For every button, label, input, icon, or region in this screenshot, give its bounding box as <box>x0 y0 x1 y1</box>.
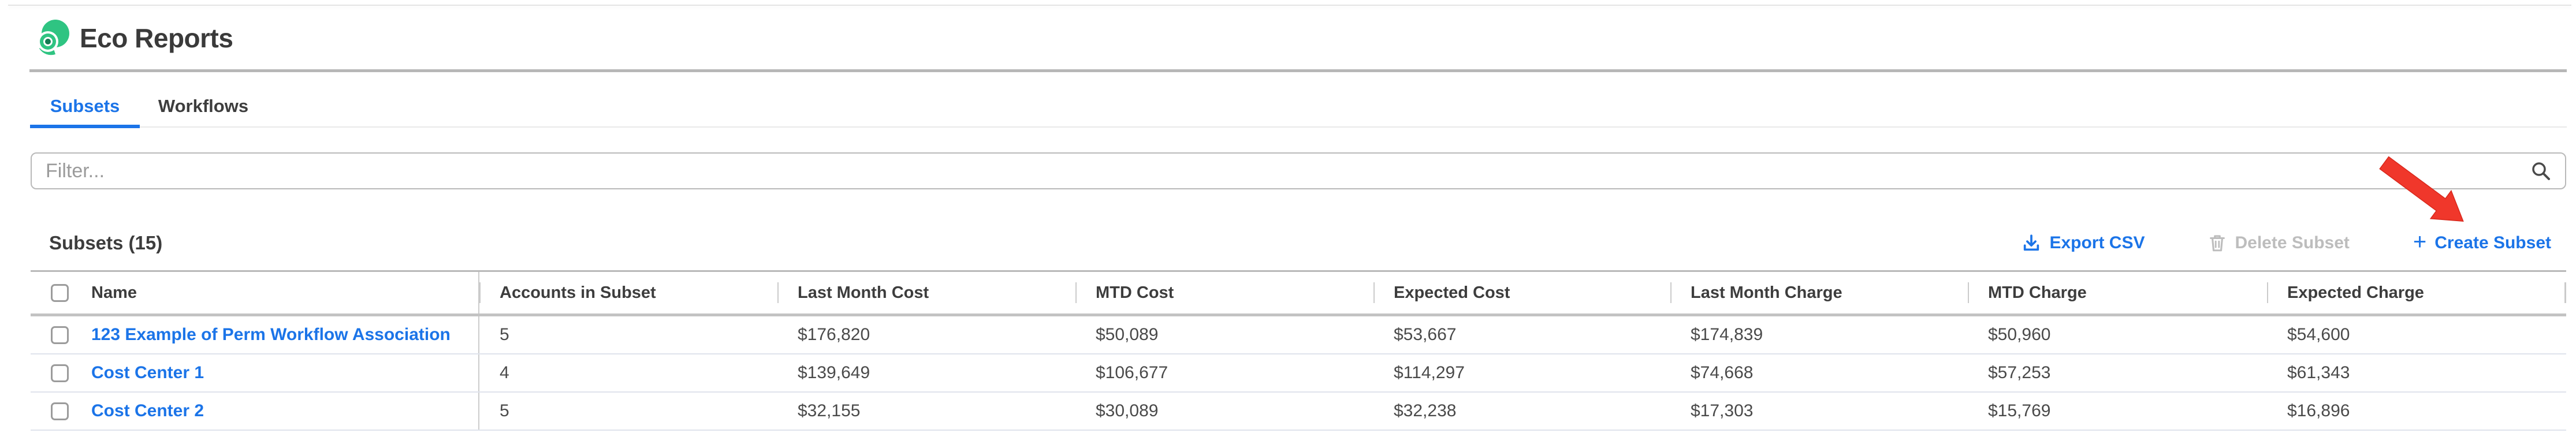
column-header-expected-charge: Expected Charge <box>2267 272 2566 313</box>
expected-charge-cell: $54,600 <box>2267 325 2566 345</box>
search-icon[interactable] <box>2530 160 2551 181</box>
page-title: Eco Reports <box>80 23 233 54</box>
row-checkbox[interactable] <box>51 402 69 420</box>
column-header-accounts: Accounts in Subset <box>479 272 777 313</box>
accounts-cell: 5 <box>479 325 777 345</box>
table-row: Cost Center 1 4 $139,649 $106,677 $114,2… <box>31 354 2566 393</box>
expected-charge-cell: $16,896 <box>2267 401 2566 421</box>
create-subset-label: Create Subset <box>2434 233 2551 253</box>
tab-bar: Subsets Workflows <box>30 88 267 128</box>
row-checkbox[interactable] <box>51 364 69 382</box>
last-month-cost-cell: $176,820 <box>777 325 1075 345</box>
tab-bar-underline <box>30 126 2567 128</box>
table-row: Cost Center 2 5 $32,155 $30,089 $32,238 … <box>31 393 2566 431</box>
expected-cost-cell: $32,238 <box>1373 401 1670 421</box>
tab-workflows[interactable]: Workflows <box>140 88 267 125</box>
page-top-border <box>8 5 2571 6</box>
last-month-charge-cell: $74,668 <box>1670 363 1968 383</box>
table-header-row: Name Accounts in Subset Last Month Cost … <box>31 270 2566 316</box>
filter-bar <box>31 152 2566 189</box>
row-checkbox[interactable] <box>51 326 69 344</box>
row-checkbox-cell <box>31 393 84 430</box>
column-header-expected-cost: Expected Cost <box>1373 272 1670 313</box>
delete-subset-button[interactable]: Delete Subset <box>2208 233 2349 253</box>
column-header-last-month-cost: Last Month Cost <box>777 272 1075 313</box>
download-icon <box>2022 233 2041 253</box>
column-header-name: Name <box>84 272 479 313</box>
last-month-charge-cell: $174,839 <box>1670 325 1968 345</box>
export-csv-label: Export CSV <box>2049 233 2145 253</box>
header-divider <box>29 69 2567 72</box>
toolbar-actions: Export CSV Delete Subset + Create Subset <box>1958 233 2551 253</box>
densify-logo-icon <box>33 18 69 58</box>
app-header: Eco Reports <box>33 17 233 59</box>
subset-name-cell: Cost Center 1 <box>84 354 479 391</box>
eco-reports-page: Eco Reports Subsets Workflows Subsets (1… <box>0 0 2576 448</box>
column-header-last-month-charge: Last Month Charge <box>1670 272 1968 313</box>
subset-name-link[interactable]: Cost Center 2 <box>91 401 204 421</box>
header-checkbox-cell <box>31 272 84 313</box>
mtd-cost-cell: $30,089 <box>1075 401 1373 421</box>
last-month-charge-cell: $17,303 <box>1670 401 1968 421</box>
expected-cost-cell: $114,297 <box>1373 363 1670 383</box>
last-month-cost-cell: $139,649 <box>777 363 1075 383</box>
subsets-table: Name Accounts in Subset Last Month Cost … <box>31 270 2566 431</box>
delete-subset-label: Delete Subset <box>2235 233 2349 253</box>
table-row: 123 Example of Perm Workflow Association… <box>31 316 2566 354</box>
mtd-charge-cell: $15,769 <box>1968 401 2267 421</box>
select-all-checkbox[interactable] <box>51 284 69 302</box>
export-csv-button[interactable]: Export CSV <box>2022 233 2145 253</box>
row-checkbox-cell <box>31 354 84 391</box>
mtd-cost-cell: $50,089 <box>1075 325 1373 345</box>
plus-icon: + <box>2413 233 2426 251</box>
column-header-mtd-cost: MTD Cost <box>1075 272 1373 313</box>
row-checkbox-cell <box>31 316 84 353</box>
expected-charge-cell: $61,343 <box>2267 363 2566 383</box>
mtd-charge-cell: $57,253 <box>1968 363 2267 383</box>
last-month-cost-cell: $32,155 <box>777 401 1075 421</box>
subset-name-cell: 123 Example of Perm Workflow Association <box>84 316 479 353</box>
list-toolbar: Subsets (15) Export CSV Delete Subset + … <box>31 229 2551 257</box>
tab-subsets[interactable]: Subsets <box>30 88 140 125</box>
create-subset-button[interactable]: + Create Subset <box>2413 233 2551 253</box>
mtd-charge-cell: $50,960 <box>1968 325 2267 345</box>
active-tab-indicator <box>30 125 140 128</box>
column-header-mtd-charge: MTD Charge <box>1968 272 2267 313</box>
expected-cost-cell: $53,667 <box>1373 325 1670 345</box>
trash-icon <box>2208 233 2227 253</box>
mtd-cost-cell: $106,677 <box>1075 363 1373 383</box>
accounts-cell: 5 <box>479 401 777 421</box>
subset-name-link[interactable]: Cost Center 1 <box>91 363 204 383</box>
subsets-count-heading: Subsets (15) <box>49 232 162 254</box>
subset-name-cell: Cost Center 2 <box>84 393 479 430</box>
accounts-cell: 4 <box>479 363 777 383</box>
filter-input[interactable] <box>31 152 2566 189</box>
subset-name-link[interactable]: 123 Example of Perm Workflow Association <box>91 325 451 345</box>
